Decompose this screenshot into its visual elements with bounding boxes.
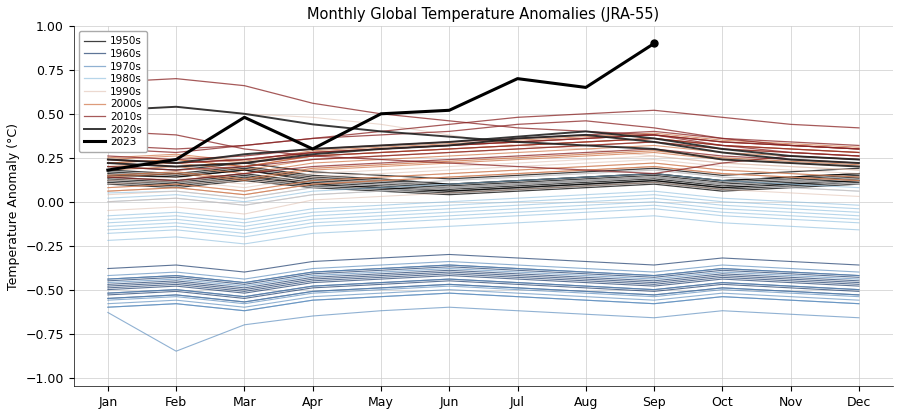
Title: Monthly Global Temperature Anomalies (JRA-55): Monthly Global Temperature Anomalies (JR… — [307, 7, 660, 22]
Legend: 1950s, 1960s, 1970s, 1980s, 1990s, 2000s, 2010s, 2020s, 2023: 1950s, 1960s, 1970s, 1980s, 1990s, 2000s… — [79, 31, 148, 152]
Y-axis label: Temperature Anomaly (°C): Temperature Anomaly (°C) — [7, 123, 20, 290]
